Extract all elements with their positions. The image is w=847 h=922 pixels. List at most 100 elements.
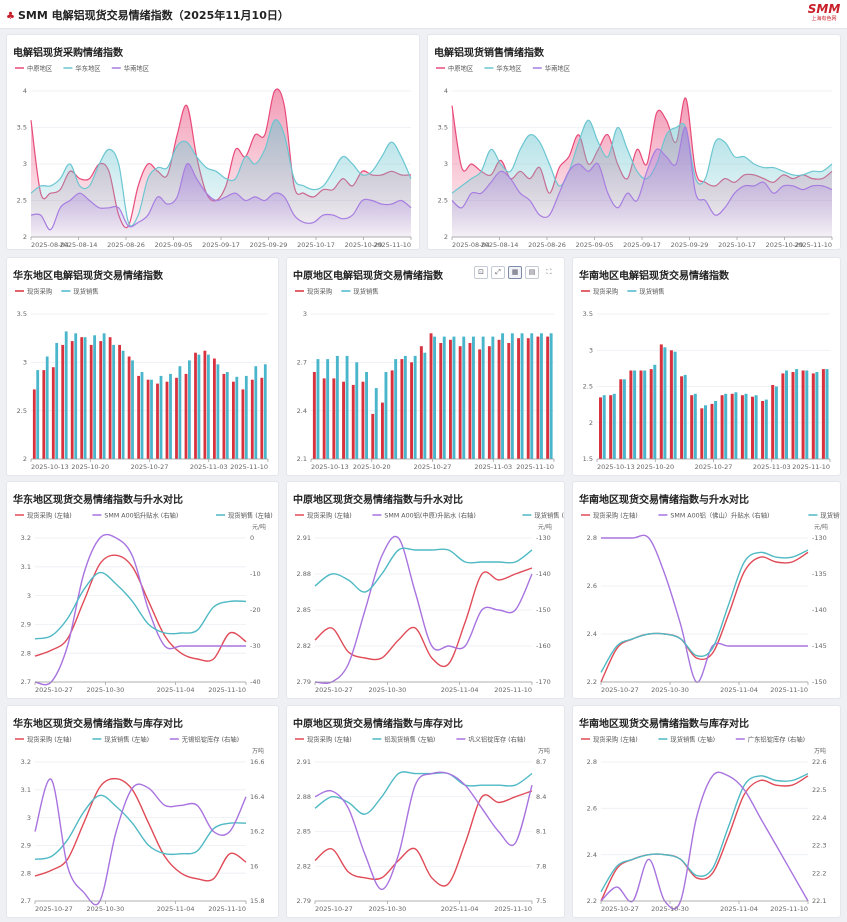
bar xyxy=(384,372,388,459)
bar xyxy=(342,381,345,459)
legend-item: 现货销售 (左轴) xyxy=(228,511,273,520)
bar xyxy=(468,343,472,459)
y-tick-label: 2 xyxy=(589,419,593,427)
legend-item: 现货销售 xyxy=(73,287,98,296)
legend-item: SMM A00铝(中原)升贴水 (右轴) xyxy=(384,511,475,520)
stack-switch-button[interactable]: ▤ xyxy=(525,266,539,279)
bar-switch-button[interactable]: ▦ xyxy=(508,266,522,279)
x-tick-label: 2025-11-10 xyxy=(230,463,268,471)
bar xyxy=(188,360,191,459)
series-line xyxy=(600,775,809,902)
bar xyxy=(700,408,704,460)
area-fill xyxy=(31,119,411,237)
bar xyxy=(478,349,482,459)
chart-title: 华南地区现货交易情绪指数与库存对比 xyxy=(579,719,749,730)
line-chart-south-inventory[interactable]: 现货采购 (左轴) 现货销售 (左轴) 广东铝锭库存 (右轴) 万吨 2.2 2.4 2.6… xyxy=(573,706,841,918)
y-tick-label: 3.5 xyxy=(583,310,593,318)
bar-chart-east[interactable]: 现货采购 现货销售 2 2.5 3 3.5 2025-10-13 2025-10-20 2025… xyxy=(7,258,279,476)
legend-item: 铝现货销售 (左轴) xyxy=(384,735,435,744)
area-chart-purchase[interactable]: 中原地区 华东地区 华南地区 2 2.5 3 3.5 4 2025-08-042025-08-1… xyxy=(7,35,420,250)
y-tick-label: 1.5 xyxy=(583,455,593,463)
bar xyxy=(791,372,795,459)
legend-item: SMM A00铝（佛山）升贴水 (右轴) xyxy=(670,511,769,520)
bar xyxy=(633,370,637,459)
legend-item: 现货销售 (左轴) xyxy=(820,511,841,520)
bar xyxy=(140,372,144,459)
y-tick-label: 2.1 xyxy=(297,455,307,463)
y-tick-label: 2 xyxy=(23,455,27,463)
chart-title: 华南地区现货交易情绪指数与升水对比 xyxy=(579,495,749,506)
y-tick-label: 2.8 xyxy=(21,649,31,657)
bar xyxy=(609,395,613,459)
bar xyxy=(442,336,446,459)
y-tick-label: 2.85 xyxy=(297,606,311,614)
data-view-button[interactable]: ⊡ xyxy=(474,266,488,279)
y-tick-label: 3.5 xyxy=(438,124,448,132)
chart-card-east-premium: 华东地区现货交易情绪指数与升水对比 现货采购 (左轴) SMM A00铝升贴水 (… xyxy=(6,481,279,699)
smm-logo[interactable]: SMM 上海有色网 xyxy=(807,3,841,23)
x-tick-label: 2025-10-30 xyxy=(86,905,124,913)
bar xyxy=(355,362,359,459)
bar xyxy=(458,346,462,459)
y-tick-label: 2.5 xyxy=(438,197,448,205)
x-tick-label: 2025-09-17 xyxy=(623,241,661,249)
line-chart-central-premium[interactable]: 现货采购 (左轴) SMM A00铝(中原)升贴水 (右轴) 现货销售 (左轴) 元/… xyxy=(287,482,565,699)
bar xyxy=(260,377,264,459)
fullscreen-button[interactable]: ⛶ xyxy=(542,266,556,279)
line-chart-east-premium[interactable]: 现货采购 (左轴) SMM A00铝升贴水 (右轴) 现货销售 (左轴) 元/吨 2.7… xyxy=(7,482,279,699)
chart-card-east-inventory: 华东地区现货交易情绪指数与库存对比 现货采购 (左轴) 现货销售 (左轴) 无锡铝锭… xyxy=(6,705,279,918)
bar xyxy=(720,395,724,459)
bar xyxy=(649,369,653,459)
y-tick-label: 2.2 xyxy=(587,678,597,686)
bar xyxy=(371,413,375,459)
area-chart-sales[interactable]: 中原地区 华东地区 华南地区 2 2.5 3 3.5 4 2025-08-042025-08-1… xyxy=(428,35,841,250)
bar xyxy=(332,378,336,459)
bar xyxy=(754,395,758,459)
bar xyxy=(159,375,163,459)
bar xyxy=(734,392,738,459)
x-tick-label: 2025-11-03 xyxy=(753,463,791,471)
x-tick-label: 2025-11-10 xyxy=(794,241,832,249)
bar xyxy=(680,376,684,459)
x-tick-label: 2025-11-10 xyxy=(208,905,246,913)
bar xyxy=(643,370,647,459)
bar xyxy=(316,359,320,459)
bar xyxy=(507,343,511,459)
bar-chart-south[interactable]: 现货采购 现货销售 1.5 2 2.5 3 3.5 2025-10-13 2025-10-20 2… xyxy=(573,258,841,476)
y-right-tick-label: 7.5 xyxy=(536,897,546,905)
series-line xyxy=(34,777,247,882)
y-tick-label: 2.4 xyxy=(297,407,307,415)
series-line xyxy=(34,778,247,906)
y-tick-label: 2.91 xyxy=(297,534,311,542)
bar xyxy=(150,379,153,459)
y-right-tick-label: -10 xyxy=(250,570,261,578)
y-tick-label: 3.5 xyxy=(17,310,27,318)
legend-item: 现货采购 (左轴) xyxy=(593,511,638,520)
line-chart-south-premium[interactable]: 现货采购 (左轴) SMM A00铝（佛山）升贴水 (右轴) 现货销售 (左轴) 元/… xyxy=(573,482,841,699)
bar xyxy=(693,393,697,460)
x-tick-label: 2025-11-04 xyxy=(720,905,758,913)
x-tick-label: 2025-11-04 xyxy=(157,905,195,913)
bar xyxy=(771,385,775,459)
x-tick-label: 2025-08-14 xyxy=(481,241,519,249)
legend-item: 华东地区 xyxy=(75,64,100,73)
y-right-tick-label: 8.1 xyxy=(536,828,546,836)
y-right-tick-label: 16.4 xyxy=(250,793,264,801)
legend-item: 现货采购 (左轴) xyxy=(307,735,352,744)
bar-chart-central[interactable]: 现货采购 现货销售 2.1 2.4 2.7 3 2025-10-13 2025-10-20 20… xyxy=(287,258,565,476)
x-tick-label: 2025-11-04 xyxy=(157,686,195,694)
bar xyxy=(263,364,267,459)
x-tick-label: 2025-10-20 xyxy=(71,463,109,471)
y-tick-label: 3 xyxy=(23,160,27,168)
line-chart-central-inventory[interactable]: 现货采购 (左轴) 铝现货销售 (左轴) 巩义铝锭库存 (右轴) 万吨 2.79 2.82… xyxy=(287,706,565,918)
y-tick-label: 3 xyxy=(589,346,593,354)
bar xyxy=(619,379,623,460)
x-tick-label: 2025-10-30 xyxy=(651,905,689,913)
x-tick-label: 2025-08-14 xyxy=(60,241,98,249)
bar xyxy=(232,381,235,459)
x-tick-label: 2025-11-10 xyxy=(770,905,808,913)
y-tick-label: 3 xyxy=(23,359,27,367)
line-chart-east-inventory[interactable]: 现货采购 (左轴) 现货销售 (左轴) 无锡铝锭库存 (右轴) 万吨 2.7 2.8 2.9… xyxy=(7,706,279,918)
line-switch-button[interactable]: ⤢ xyxy=(491,266,505,279)
y-right-tick-label: -150 xyxy=(536,606,551,614)
